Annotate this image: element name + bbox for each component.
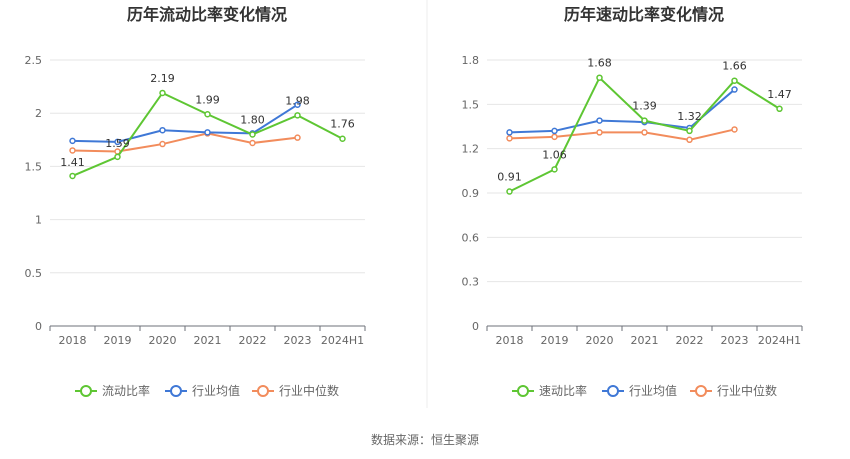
data-point xyxy=(69,172,76,180)
legend-swatch-marker xyxy=(607,385,619,397)
series-line xyxy=(72,132,298,153)
data-point xyxy=(249,131,256,138)
x-tick-label: 2021 xyxy=(194,334,222,347)
data-point xyxy=(69,147,76,154)
data-point xyxy=(159,89,166,97)
y-tick-label: 1.5 xyxy=(462,98,480,111)
y-tick-label: 1.8 xyxy=(462,54,480,67)
x-tick-label: 2022 xyxy=(676,334,704,347)
legend-swatch-marker xyxy=(257,385,269,397)
data-point xyxy=(686,127,693,135)
data-point xyxy=(551,127,558,135)
data-point xyxy=(159,126,166,134)
data-point xyxy=(339,135,346,142)
y-tick-label: 0.3 xyxy=(462,276,480,289)
data-point xyxy=(294,112,301,119)
x-tick-label: 2019 xyxy=(541,334,569,347)
x-tick-label: 2024H1 xyxy=(758,334,801,347)
series-line xyxy=(72,103,299,143)
legend-label: 行业均值 xyxy=(629,383,677,398)
data-point xyxy=(204,129,211,136)
series-line xyxy=(509,128,735,141)
data-label: 1.76 xyxy=(330,118,355,131)
data-point xyxy=(551,166,558,173)
legend-label: 行业中位数 xyxy=(279,383,339,398)
data-label: 1.39 xyxy=(632,100,657,113)
current-ratio-chart: 历年流动比率变化情况 0 0.5 1 1.5 2 2.5 2018 2019 2020 2021 20… xyxy=(25,5,366,398)
y-tick-label: 1.5 xyxy=(25,160,43,173)
x-tick-label: 2019 xyxy=(104,334,132,347)
legend-swatch-marker xyxy=(517,385,529,397)
x-tick-label: 2020 xyxy=(586,334,614,347)
data-point xyxy=(69,137,76,145)
x-tick-label: 2018 xyxy=(496,334,524,347)
data-point xyxy=(506,135,513,142)
y-tick-label: 0 xyxy=(472,320,479,333)
data-point xyxy=(596,117,603,124)
x-tick-label: 2020 xyxy=(149,334,177,347)
data-point xyxy=(596,74,603,81)
x-tick-label: 2021 xyxy=(631,334,659,347)
data-point xyxy=(249,139,256,147)
data-point xyxy=(731,126,738,133)
data-label: 1.32 xyxy=(677,110,702,123)
data-label: 1.66 xyxy=(722,60,747,73)
data-label: 2.19 xyxy=(150,72,175,85)
y-tick-label: 0.9 xyxy=(462,187,480,200)
data-point xyxy=(776,105,783,113)
data-source-note: 数据来源：恒生聚源 xyxy=(371,432,479,447)
y-tick-label: 0 xyxy=(35,320,42,333)
x-tick-label: 2023 xyxy=(284,334,312,347)
data-point xyxy=(294,101,301,108)
chart-title: 历年流动比率变化情况 xyxy=(127,5,287,24)
data-point xyxy=(551,133,558,141)
data-label: 1.41 xyxy=(60,156,85,169)
data-point xyxy=(596,129,603,136)
y-tick-label: 2.5 xyxy=(25,54,43,67)
legend-label: 行业中位数 xyxy=(717,383,777,398)
chart-title: 历年速动比率变化情况 xyxy=(564,5,724,24)
legend-label: 速动比率 xyxy=(539,383,587,398)
legend-swatch-marker xyxy=(695,385,707,397)
data-point xyxy=(506,188,513,195)
data-label: 1.47 xyxy=(767,88,792,101)
legend-swatch-marker xyxy=(170,385,182,397)
y-tick-label: 0.5 xyxy=(25,267,43,280)
data-label: 1.98 xyxy=(285,94,310,107)
data-point xyxy=(731,77,738,84)
legend-label: 行业均值 xyxy=(192,383,240,398)
y-tick-label: 1 xyxy=(35,214,42,227)
data-label: 1.68 xyxy=(587,57,612,70)
data-point xyxy=(641,129,648,136)
x-tick-label: 2023 xyxy=(721,334,749,347)
data-point xyxy=(114,138,121,146)
legend-swatch-marker xyxy=(80,385,92,397)
y-tick-label: 0.6 xyxy=(462,231,480,244)
data-point xyxy=(114,153,121,161)
data-label: 1.06 xyxy=(542,148,567,161)
data-label: 0.91 xyxy=(497,171,522,184)
data-label: 1.80 xyxy=(240,113,265,126)
data-point xyxy=(204,111,211,118)
legend-label: 流动比率 xyxy=(102,383,150,398)
data-point xyxy=(641,117,648,124)
data-point xyxy=(506,129,513,136)
data-label: 1.59 xyxy=(105,137,130,150)
data-label: 1.99 xyxy=(195,93,220,106)
data-point xyxy=(731,86,738,93)
y-tick-label: 1.2 xyxy=(462,143,480,156)
quick-ratio-chart: 历年速动比率变化情况 0 0.3 0.6 0.9 1.2 1.5 1.8 2018 2019 202… xyxy=(462,5,803,398)
x-tick-label: 2018 xyxy=(59,334,87,347)
y-tick-label: 2 xyxy=(35,107,42,120)
x-tick-label: 2022 xyxy=(239,334,267,347)
x-tick-label: 2024H1 xyxy=(321,334,364,347)
data-point xyxy=(159,140,166,148)
data-point xyxy=(686,136,693,144)
data-point xyxy=(294,134,301,141)
